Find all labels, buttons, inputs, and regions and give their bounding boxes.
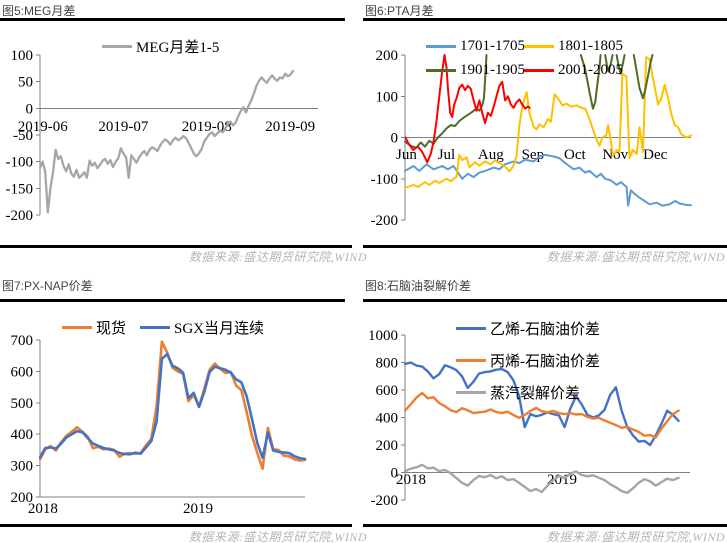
title-rule: [363, 18, 727, 21]
legend-label: 丙烯-石脑油价差: [490, 354, 600, 370]
svg-text:Dec: Dec: [643, 147, 667, 163]
legend-line-swatch: [524, 44, 554, 49]
svg-text:0: 0: [391, 131, 399, 147]
legend-label: 1701-1705: [460, 38, 525, 54]
bottom-rule: [0, 245, 352, 248]
legend-item: MEG月差1-5: [102, 36, 219, 57]
svg-text:-100: -100: [371, 172, 399, 188]
svg-text:200: 200: [376, 438, 399, 454]
legend-item: 1801-1805: [524, 38, 623, 55]
svg-text:300: 300: [11, 459, 34, 475]
svg-text:200: 200: [376, 48, 399, 64]
svg-text:0: 0: [26, 101, 34, 117]
data-source-note: 数据来源:盛达期货研究院,WIND: [188, 250, 367, 264]
legend-label: 乙烯-石脑油价差: [490, 322, 600, 338]
svg-text:50: 50: [18, 75, 33, 91]
legend-label: SGX当月连续: [174, 321, 265, 337]
svg-text:2019-06: 2019-06: [18, 119, 68, 135]
svg-text:2019-07: 2019-07: [98, 119, 148, 135]
svg-text:600: 600: [11, 364, 34, 380]
title-rule: [0, 299, 345, 302]
chart-legend: 乙烯-石脑油价差 丙烯-石脑油价差 蒸汽裂解价差: [456, 318, 600, 403]
figure-px-nap-spread: 图7:PX-NAP价差 700 600 500 400 300 200 2018 2019 现…: [0, 268, 366, 543]
figure-title: 图6:PTA月差: [365, 4, 434, 18]
legend-item: 丙烯-石脑油价差: [456, 350, 600, 371]
figure-title: 图5:MEG月差: [2, 4, 76, 18]
pta-spread-chart: 200 100 0 -100 -200 Jun Jul Aug Sep Oct Nov Dec: [371, 48, 692, 229]
legend-line-swatch: [456, 326, 486, 331]
svg-text:100: 100: [376, 89, 399, 105]
svg-text:0: 0: [391, 466, 399, 482]
svg-text:-200: -200: [6, 208, 34, 224]
chart-legend: 1701-1705 1801-1805 1901-1905 2001-2005: [426, 38, 626, 79]
legend-line-swatch: [426, 44, 456, 49]
legend-item: 2001-2005: [524, 62, 623, 79]
legend-label: 现货: [96, 321, 127, 337]
legend-line-swatch: [140, 325, 171, 330]
bottom-rule: [0, 524, 352, 527]
legend-item: 蒸汽裂解价差: [456, 382, 600, 403]
legend-item: SGX当月连续: [140, 317, 264, 338]
chart-legend: 现货 SGX当月连续: [62, 317, 264, 338]
svg-text:Jul: Jul: [438, 147, 456, 163]
svg-text:2019-08: 2019-08: [182, 119, 232, 135]
legend-line-swatch: [102, 44, 132, 49]
legend-line-swatch: [524, 68, 554, 73]
svg-text:Nov: Nov: [602, 147, 628, 163]
legend-line-swatch: [62, 325, 92, 330]
naphtha-cracking-chart: 1000 800 600 400 200 0 -200 2018 2019: [368, 328, 690, 509]
svg-text:400: 400: [376, 411, 399, 427]
svg-text:Aug: Aug: [478, 147, 504, 163]
svg-text:500: 500: [11, 396, 34, 412]
data-source-note: 数据来源:盛达期货研究院,WIND: [188, 530, 367, 543]
svg-text:100: 100: [11, 48, 34, 64]
svg-text:2019: 2019: [547, 472, 577, 488]
svg-text:400: 400: [11, 427, 34, 443]
legend-item: 现货: [62, 317, 126, 338]
svg-text:-100: -100: [6, 155, 34, 171]
bottom-rule: [363, 524, 727, 527]
svg-text:-50: -50: [13, 128, 33, 144]
figure-title: 图8:石脑油裂解价差: [365, 279, 472, 293]
figure-title: 图7:PX-NAP价差: [2, 279, 93, 293]
svg-text:700: 700: [11, 333, 34, 349]
figure-meg-monthly-spread: 图5:MEG月差 100 50 0 -50 -100 -150 -200 2019-06 201…: [0, 0, 366, 264]
legend-item: 乙烯-石脑油价差: [456, 318, 600, 339]
figure-naphtha-cracking-spread: 图8:石脑油裂解价差 1000 800 600 400 200 0 -200 2018 2019…: [363, 268, 727, 543]
legend-label: 蒸汽裂解价差: [490, 386, 581, 402]
svg-text:2018: 2018: [28, 501, 58, 517]
legend-item: 1901-1905: [426, 62, 525, 79]
svg-text:2018: 2018: [396, 472, 426, 488]
legend-label: 2001-2005: [558, 62, 623, 78]
svg-text:600: 600: [376, 383, 399, 399]
legend-label: MEG月差1-5: [136, 40, 220, 56]
title-rule: [363, 299, 727, 302]
legend-line-swatch: [456, 358, 486, 363]
title-rule: [0, 18, 345, 21]
legend-line-swatch: [456, 390, 486, 395]
legend-label: 1901-1905: [460, 62, 525, 78]
legend-line-swatch: [426, 68, 456, 73]
svg-text:2019-09: 2019-09: [265, 119, 315, 135]
meg-spread-chart: 100 50 0 -50 -100 -150 -200 2019-06 2019-07 2019-…: [6, 48, 318, 224]
svg-text:Oct: Oct: [564, 147, 586, 163]
svg-text:-150: -150: [6, 181, 34, 197]
svg-text:800: 800: [376, 356, 399, 372]
svg-text:-200: -200: [371, 493, 399, 509]
legend-label: 1801-1805: [558, 38, 623, 54]
svg-text:Jun: Jun: [396, 147, 417, 163]
svg-text:-200: -200: [371, 213, 399, 229]
svg-text:2019: 2019: [183, 501, 213, 517]
chart-legend: MEG月差1-5: [102, 36, 219, 57]
figure-pta-monthly-spread: 图6:PTA月差 200 100 0 -100 -200 Jun Jul Aug Sep Oct N…: [363, 0, 727, 264]
data-source-note: 数据来源:盛达期货研究院,WIND: [546, 250, 725, 264]
legend-item: 1701-1705: [426, 38, 525, 55]
bottom-rule: [363, 245, 727, 248]
data-source-note: 数据来源:盛达期货研究院,WIND: [546, 530, 725, 543]
svg-text:Sep: Sep: [522, 147, 545, 163]
svg-text:200: 200: [11, 490, 34, 506]
svg-text:1000: 1000: [368, 328, 398, 344]
